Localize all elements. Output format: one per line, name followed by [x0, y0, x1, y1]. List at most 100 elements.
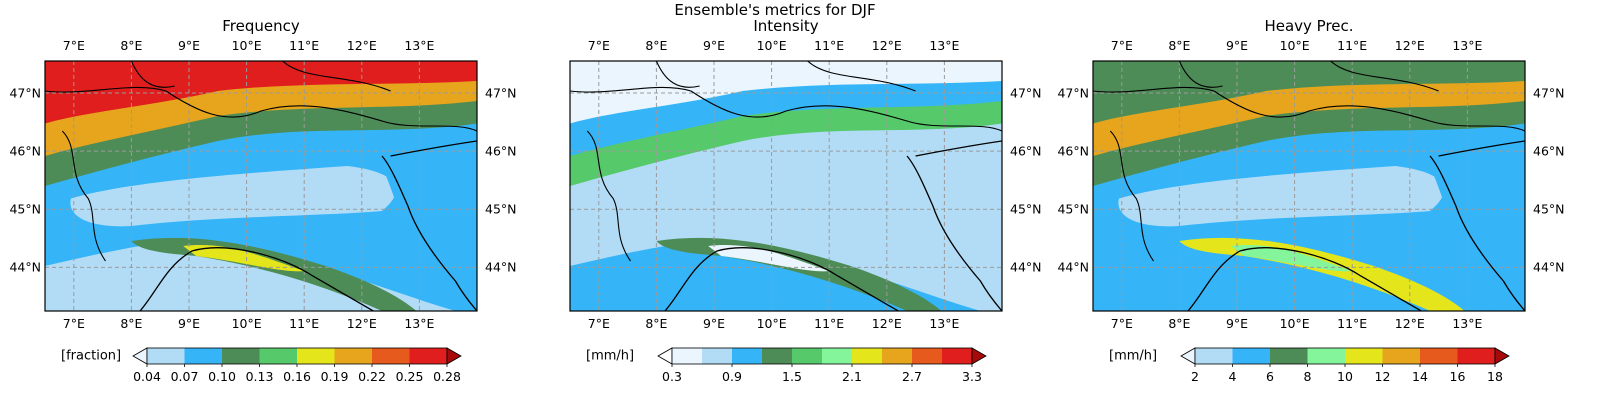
- colorbar-segment: [297, 348, 335, 364]
- colorbar-segment: [222, 348, 260, 364]
- colorbar-tick-label: 0.19: [320, 369, 349, 384]
- colorbar-tick-label: 12: [1374, 369, 1391, 384]
- colorbar-segment: [1345, 348, 1383, 364]
- colorbar-over-arrow: [971, 347, 987, 365]
- map-frame: [569, 60, 1003, 312]
- lon-tick-label: 13°E: [929, 316, 960, 331]
- colorbar-segment: [1420, 348, 1458, 364]
- map-frame: [44, 60, 478, 312]
- lon-tick-label: 7°E: [62, 38, 85, 53]
- lat-tick-label: 46°N: [1533, 143, 1565, 159]
- country-border: [130, 61, 175, 88]
- map-panel-2: [569, 60, 1003, 312]
- lon-tick-label: 9°E: [177, 316, 201, 331]
- lon-tick-label: 10°E: [756, 38, 787, 53]
- colorbar-segment: [882, 348, 913, 364]
- lon-tick-label: 12°E: [871, 316, 902, 331]
- lon-tick-label: 8°E: [1168, 316, 1191, 331]
- gridlines: [45, 61, 477, 311]
- colorbar-segment: [1457, 348, 1496, 364]
- country-border: [1178, 61, 1223, 88]
- colorbar-tick-label: 0.04: [133, 369, 161, 384]
- lat-tick-label: 45°N: [9, 201, 41, 217]
- lon-tick-label: 11°E: [1337, 316, 1368, 331]
- panel-title: Intensity: [753, 17, 819, 35]
- lon-tick-label: 13°E: [404, 38, 435, 53]
- country-border: [1330, 61, 1439, 92]
- lon-tick-label: 7°E: [587, 38, 610, 53]
- lon-tick-label: 13°E: [404, 316, 435, 331]
- gridlines: [570, 61, 1002, 311]
- lon-tick-label: 8°E: [1168, 38, 1191, 53]
- colorbar-unit-label: [fraction]: [61, 348, 122, 364]
- lon-tick-label: 11°E: [814, 38, 845, 53]
- figure-title: Ensemble's metrics for DJF: [674, 1, 876, 19]
- colorbar-tick-label: 10: [1337, 369, 1353, 384]
- colorbar-segment: [762, 348, 793, 364]
- colorbar-segment: [732, 348, 763, 364]
- lon-tick-label: 13°E: [1452, 38, 1483, 53]
- lat-tick-label: 47°N: [485, 85, 517, 101]
- precipitation-field: [45, 61, 477, 311]
- map-panel-3: [1092, 60, 1526, 312]
- lon-tick-label: 9°E: [1225, 316, 1249, 331]
- colorbar-segment: [372, 348, 410, 364]
- country-border: [45, 86, 477, 132]
- colorbar-segment: [792, 348, 823, 364]
- map-frame: [1092, 60, 1526, 312]
- colorbar-segment: [259, 348, 298, 364]
- colorbar-segment: [147, 348, 185, 364]
- colorbar-tick-label: 0.10: [208, 369, 236, 384]
- colorbar-segment: [822, 348, 853, 364]
- lon-tick-label: 10°E: [231, 38, 262, 53]
- colorbar-segment: [1195, 348, 1233, 364]
- colorbar-segment: [1307, 348, 1346, 364]
- lon-tick-label: 11°E: [289, 38, 320, 53]
- lon-tick-label: 11°E: [814, 316, 845, 331]
- lat-tick-label: 46°N: [1057, 143, 1089, 159]
- lon-tick-label: 7°E: [62, 316, 85, 331]
- colorbar-segment: [852, 348, 883, 364]
- lat-tick-label: 47°N: [1010, 85, 1042, 101]
- colorbar-segment: [942, 348, 973, 364]
- lon-tick-label: 10°E: [1279, 316, 1310, 331]
- lon-tick-label: 7°E: [587, 316, 610, 331]
- lon-tick-label: 13°E: [929, 38, 960, 53]
- lon-tick-label: 10°E: [756, 316, 787, 331]
- colorbar-unit-label: [mm/h]: [1109, 348, 1158, 364]
- lon-tick-label: 12°E: [871, 38, 902, 53]
- lon-tick-label: 11°E: [289, 316, 320, 331]
- country-border: [282, 61, 391, 92]
- lat-tick-label: 44°N: [9, 259, 41, 275]
- colorbar-tick-label: 0.3: [662, 369, 682, 384]
- lon-tick-label: 8°E: [120, 38, 143, 53]
- lon-tick-label: 9°E: [177, 38, 201, 53]
- lon-tick-label: 10°E: [1279, 38, 1310, 53]
- lon-tick-label: 12°E: [1394, 316, 1425, 331]
- lon-tick-label: 9°E: [702, 38, 726, 53]
- lon-tick-label: 12°E: [346, 316, 377, 331]
- colorbar-tick-label: 0.16: [283, 369, 311, 384]
- lon-tick-label: 8°E: [645, 316, 668, 331]
- colorbar-tick-label: 16: [1449, 369, 1466, 384]
- lat-tick-label: 46°N: [1010, 143, 1042, 159]
- coastline: [664, 140, 1002, 311]
- lon-tick-label: 8°E: [645, 38, 668, 53]
- lat-tick-label: 45°N: [1057, 201, 1089, 217]
- country-border: [61, 130, 106, 262]
- lat-tick-label: 44°N: [1057, 259, 1089, 275]
- colorbar-tick-label: 0.13: [245, 369, 274, 384]
- lon-tick-label: 13°E: [1452, 316, 1483, 331]
- colorbar-segment: [409, 348, 448, 364]
- colorbar-under-arrow: [1180, 347, 1196, 365]
- colorbar-segment: [672, 348, 703, 364]
- panel-title: Frequency: [222, 17, 300, 35]
- coastline: [1187, 140, 1525, 311]
- lat-tick-label: 46°N: [9, 143, 41, 159]
- gridlines: [1093, 61, 1525, 311]
- colorbar-tick-label: 1.5: [782, 369, 802, 384]
- lon-tick-label: 10°E: [231, 316, 262, 331]
- lon-tick-label: 8°E: [120, 316, 143, 331]
- lon-tick-label: 9°E: [1225, 38, 1249, 53]
